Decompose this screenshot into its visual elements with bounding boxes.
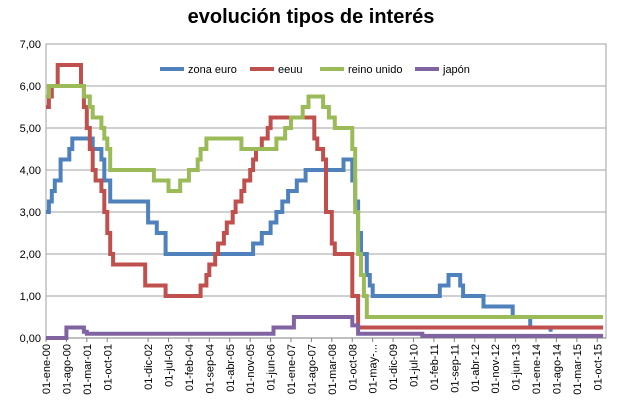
x-tick-label: 01-jul-03 — [164, 344, 176, 387]
x-tick-label: 01-oct-01 — [102, 344, 114, 390]
y-tick-label: 2,00 — [20, 249, 41, 261]
y-tick-label: 6,00 — [20, 81, 41, 93]
y-tick-label: 4,00 — [20, 165, 41, 177]
x-tick-label: 01-dic-02 — [143, 344, 155, 390]
series-line-eeuu — [46, 63, 604, 330]
x-tick-label: 01-mar-08 — [327, 344, 339, 395]
legend-label: reino unido — [348, 64, 402, 76]
x-tick-label: 01-feb-04 — [184, 344, 196, 391]
x-tick-label: 01-nov-05 — [245, 344, 257, 394]
x-tick-label: 01-feb-11 — [429, 344, 441, 390]
y-tick-label: 0,00 — [20, 333, 41, 345]
x-tick-label: 01-sep-11 — [449, 344, 461, 393]
tick-labels: 0,00 1,00 2,00 3,00 4,00 5,00 6,00 7,00 01-ene-0… — [20, 39, 605, 395]
x-tick-label: 01-ago-07 — [306, 344, 318, 394]
y-tick-label: 7,00 — [20, 39, 41, 51]
x-tick-label: 01-sep-04 — [204, 344, 216, 394]
x-tick-label: 01-jun-06 — [266, 344, 278, 390]
series-lines — [46, 63, 604, 340]
y-tick-label: 5,00 — [20, 123, 41, 135]
chart-title: evolución tipos de interés — [187, 6, 435, 28]
legend-label: japón — [442, 64, 470, 76]
x-tick-label: 01-may-... — [368, 344, 380, 394]
x-tick-label: 01-ago-00 — [61, 344, 73, 394]
x-tick-label: 01-dic-09 — [388, 344, 400, 390]
x-tick-label: 01-ene-07 — [286, 344, 298, 394]
series-line-japón — [46, 315, 604, 340]
x-tick-label: 01-ene-00 — [41, 344, 53, 394]
x-tick-label: 01-oct-08 — [347, 344, 359, 390]
x-tick-label: 01-abr-12 — [470, 344, 482, 392]
x-tick-label: 01-ene-14 — [531, 344, 543, 394]
x-tick-label: 01-ago-14 — [551, 344, 563, 394]
legend-label: eeuu — [278, 64, 302, 76]
x-tick-label: 01-mar-15 — [572, 344, 584, 395]
legend-label: zona euro — [188, 64, 237, 76]
x-tick-label: 01-nov-12 — [490, 344, 502, 394]
series-line-zona-euro — [46, 136, 553, 332]
x-tick-label: 01-mar-01 — [82, 344, 94, 395]
x-tick-label: 01-jun-13 — [511, 344, 523, 390]
y-tick-label: 1,00 — [20, 291, 41, 303]
x-tick-label: 01-oct-15 — [592, 344, 604, 390]
x-tick-label: 01-jul-10 — [409, 344, 421, 387]
legend: zona euro eeuu reino unido japón — [160, 64, 470, 76]
x-tick-label: 01-abr-05 — [225, 344, 237, 392]
series-line-reino-unido — [46, 84, 604, 319]
y-tick-label: 3,00 — [20, 207, 41, 219]
